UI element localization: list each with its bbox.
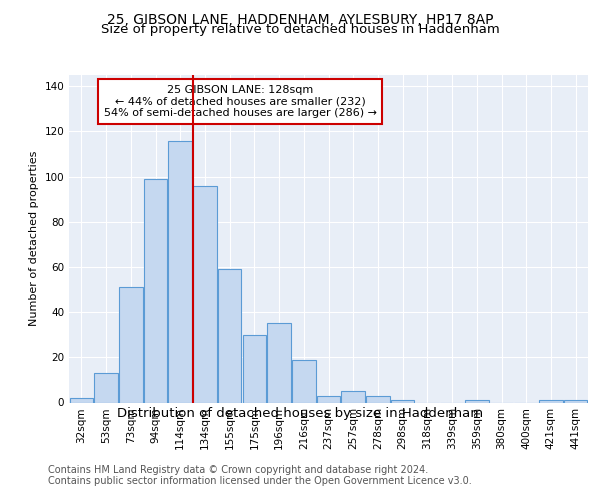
Bar [70, 398, 93, 402]
Text: Contains public sector information licensed under the Open Government Licence v3: Contains public sector information licen… [48, 476, 472, 486]
Bar [94, 373, 118, 402]
Bar [391, 400, 415, 402]
Bar [317, 396, 340, 402]
Bar [242, 334, 266, 402]
Bar [218, 269, 241, 402]
Bar [268, 324, 291, 402]
Text: Contains HM Land Registry data © Crown copyright and database right 2024.: Contains HM Land Registry data © Crown c… [48, 465, 428, 475]
Bar [564, 400, 587, 402]
Bar [292, 360, 316, 403]
Text: 25 GIBSON LANE: 128sqm
← 44% of detached houses are smaller (232)
54% of semi-de: 25 GIBSON LANE: 128sqm ← 44% of detached… [104, 85, 377, 118]
Bar [539, 400, 563, 402]
Y-axis label: Number of detached properties: Number of detached properties [29, 151, 39, 326]
Text: Size of property relative to detached houses in Haddenham: Size of property relative to detached ho… [101, 24, 499, 36]
Text: Distribution of detached houses by size in Haddenham: Distribution of detached houses by size … [117, 408, 483, 420]
Bar [144, 179, 167, 402]
Bar [366, 396, 389, 402]
Text: 25, GIBSON LANE, HADDENHAM, AYLESBURY, HP17 8AP: 25, GIBSON LANE, HADDENHAM, AYLESBURY, H… [107, 12, 493, 26]
Bar [341, 391, 365, 402]
Bar [169, 140, 192, 402]
Bar [119, 288, 143, 403]
Bar [465, 400, 488, 402]
Bar [193, 186, 217, 402]
